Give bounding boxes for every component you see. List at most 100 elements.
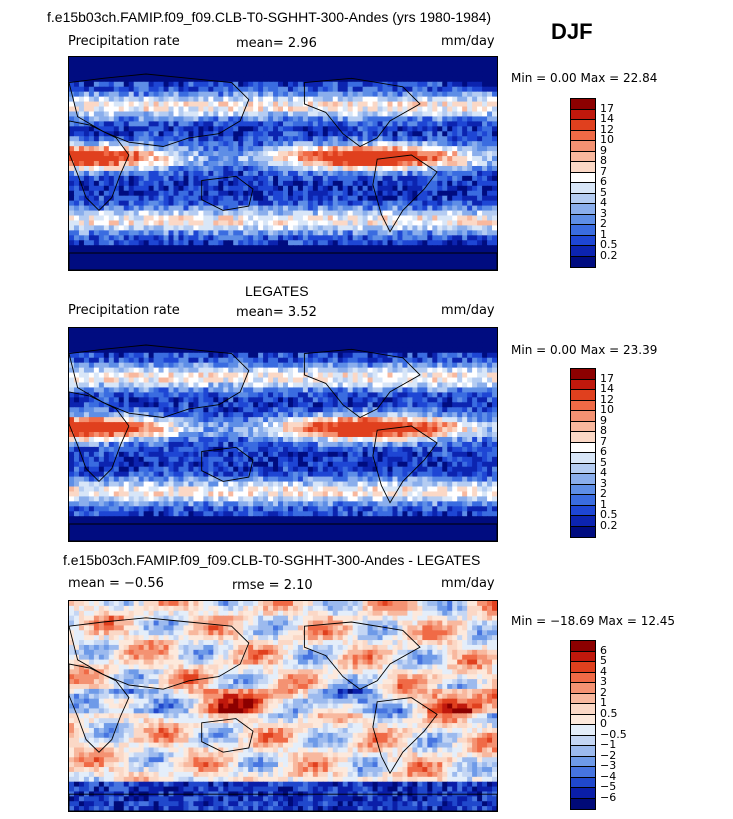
colorbar-label: 12 <box>600 122 614 136</box>
coastline <box>69 252 497 270</box>
colorbar-swatch <box>571 693 595 704</box>
colorbar-swatch <box>571 390 595 401</box>
colorbar-label: 10 <box>600 133 614 146</box>
colorbar-swatch <box>571 704 595 715</box>
colorbar-label: 3 <box>600 206 607 220</box>
panel3-rmse: rmse = 2.10 <box>232 578 313 593</box>
panel2-minmax: Min = 0.00 Max = 23.39 <box>511 343 658 357</box>
coastline <box>372 697 438 775</box>
colorbar-label: 0.5 <box>600 508 618 521</box>
colorbar-swatch <box>571 777 595 788</box>
map-field <box>69 57 497 270</box>
colorbar-label: 2 <box>600 217 607 230</box>
coastline <box>201 175 254 211</box>
season-label: DJF <box>551 19 593 44</box>
colorbar-label: −2 <box>600 748 617 762</box>
coastline <box>201 718 254 753</box>
colorbar-label: 8 <box>600 154 607 167</box>
panel1-minmax: Min = 0.00 Max = 22.84 <box>511 71 658 85</box>
colorbar-swatch <box>571 735 595 746</box>
coastline <box>303 621 421 690</box>
colorbar-label: 17 <box>600 371 614 385</box>
panel2-units: mm/day <box>441 303 495 318</box>
panel3-map <box>68 600 498 812</box>
colorbar-label: 5 <box>600 654 607 667</box>
colorbar-swatch <box>571 442 595 453</box>
colorbar-label: 7 <box>600 164 607 178</box>
colorbar-swatch <box>571 256 595 267</box>
colorbar-label: 8 <box>600 424 607 437</box>
colorbar-swatch <box>571 379 595 390</box>
colorbar-swatch <box>571 183 595 194</box>
coastline <box>69 793 497 811</box>
colorbar-label: 1 <box>600 497 607 511</box>
colorbar-label: 5 <box>600 185 607 199</box>
panel1-field-label: Precipitation rate <box>68 34 180 49</box>
colorbar-swatch <box>571 484 595 495</box>
colorbar-label: −4 <box>600 769 617 783</box>
panel3-minmax: Min = −18.69 Max = 12.45 <box>511 614 676 628</box>
colorbar-swatch <box>571 662 595 673</box>
colorbar-label: 17 <box>600 101 614 115</box>
panel3-mean: mean = −0.56 <box>68 576 164 591</box>
colorbar-swatch <box>571 162 595 173</box>
coastline <box>303 348 421 419</box>
colorbar-swatch <box>571 225 595 236</box>
colorbar-swatch <box>571 369 595 380</box>
colorbar-label: 5 <box>600 455 607 469</box>
panel2-map <box>68 327 498 542</box>
panel3-colorbar <box>570 640 596 810</box>
panel2-field-label: Precipitation rate <box>68 303 180 318</box>
colorbar-label: −3 <box>600 759 617 772</box>
colorbar-swatch <box>571 151 595 162</box>
colorbar-swatch <box>571 767 595 778</box>
coastline <box>69 663 130 753</box>
colorbar-label: −0.5 <box>600 727 627 741</box>
coastline <box>69 523 497 541</box>
colorbar-label: 0.2 <box>600 248 618 262</box>
colorbar-swatch <box>571 246 595 257</box>
colorbar-swatch <box>571 746 595 757</box>
colorbar-swatch <box>571 172 595 183</box>
colorbar-swatch <box>571 411 595 422</box>
colorbar-swatch <box>571 714 595 725</box>
colorbar-label: 3 <box>600 476 607 490</box>
colorbar-label: 0 <box>600 717 607 730</box>
colorbar-swatch <box>571 725 595 736</box>
colorbar-swatch <box>571 788 595 799</box>
panel2-colorbar <box>570 368 596 538</box>
colorbar-label: 0.5 <box>600 238 618 251</box>
colorbar-swatch <box>571 641 595 652</box>
colorbar-label: 4 <box>600 466 607 479</box>
panel3-units: mm/day <box>441 576 495 591</box>
colorbar-swatch <box>571 214 595 225</box>
colorbar-swatch <box>571 130 595 141</box>
colorbar-label: 4 <box>600 664 607 678</box>
coastline <box>69 391 130 483</box>
panel2-mean: mean= 3.52 <box>236 305 317 320</box>
panel1-mean: mean= 2.96 <box>236 36 317 51</box>
panel1-map <box>68 56 498 271</box>
colorbar-label: 3 <box>600 675 607 688</box>
colorbar-swatch <box>571 756 595 767</box>
colorbar-swatch <box>571 421 595 432</box>
colorbar-swatch <box>571 453 595 464</box>
colorbar-swatch <box>571 463 595 474</box>
colorbar-swatch <box>571 99 595 110</box>
colorbar-label: 6 <box>600 643 607 657</box>
colorbar-swatch <box>571 798 595 809</box>
colorbar-swatch <box>571 235 595 246</box>
colorbar-label: 7 <box>600 434 607 448</box>
colorbar-swatch <box>571 526 595 537</box>
colorbar-swatch <box>571 204 595 215</box>
panel1-units: mm/day <box>441 34 495 49</box>
coastline <box>372 154 438 233</box>
colorbar-label: −1 <box>600 738 617 751</box>
colorbar-swatch <box>571 683 595 694</box>
colorbar-label: 9 <box>600 143 607 157</box>
colorbar-label: 2 <box>600 685 607 699</box>
colorbar-label: 1 <box>600 227 607 241</box>
colorbar-swatch <box>571 120 595 131</box>
coastline <box>372 425 438 504</box>
colorbar-swatch <box>571 141 595 152</box>
